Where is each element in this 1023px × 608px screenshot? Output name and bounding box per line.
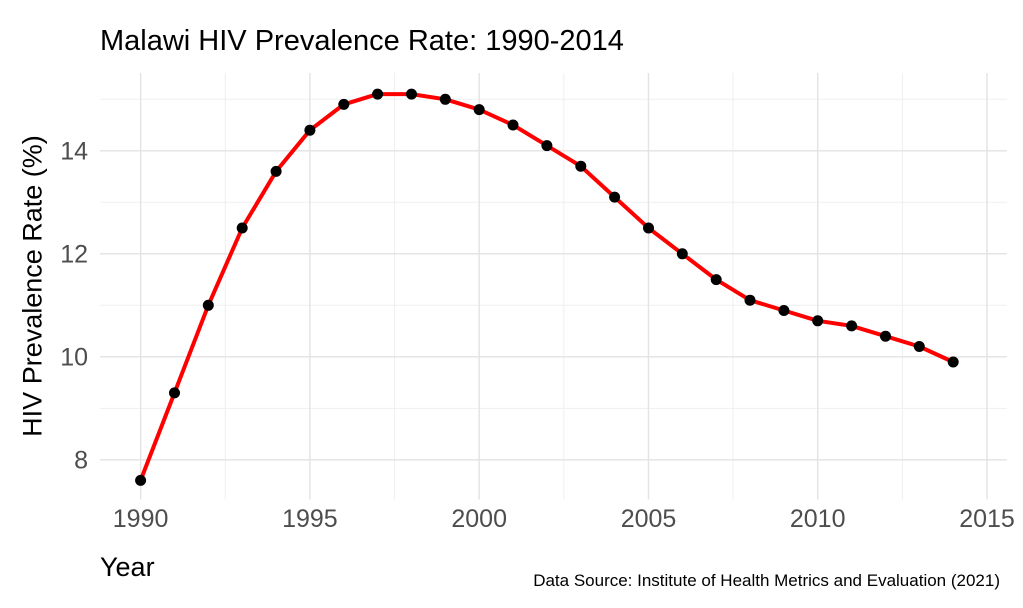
x-tick-label: 2010 [790,505,846,533]
data-point [473,104,485,116]
data-source-caption: Data Source: Institute of Health Metrics… [533,571,1000,590]
prevalence-line [138,92,956,483]
x-tick-label: 1995 [282,505,338,533]
data-point [338,98,350,110]
data-point [169,387,180,399]
data-point [575,160,587,172]
data-point [744,294,756,306]
data-point [947,356,959,368]
data-point [913,341,925,352]
x-axis-title: Year [100,552,155,582]
data-point [202,299,214,311]
y-tick-label: 10 [60,344,88,372]
data-point [439,93,451,105]
data-point [135,474,147,486]
y-axis-title: HIV Prevalence Rate (%) [17,135,48,437]
x-tick-label: 2015 [959,505,1015,533]
data-point [778,305,790,316]
data-point [372,88,384,100]
data-point [541,140,553,152]
data-point [406,88,417,100]
data-point [846,320,858,332]
data-point [270,165,282,177]
data-point [676,248,688,260]
data-point [236,222,248,234]
y-tick-label: 12 [60,241,88,269]
y-tick-label: 8 [74,447,88,475]
data-point [812,315,824,327]
chart-title: Malawi HIV Prevalence Rate: 1990-2014 [100,25,624,57]
y-tick-label: 14 [60,138,88,166]
x-tick-label: 2000 [451,505,507,533]
data-point [643,222,654,234]
data-point [609,191,621,203]
x-tick-label: 2005 [621,505,677,533]
data-point [304,124,316,136]
data-point [880,330,891,342]
data-point [507,119,519,131]
x-tick-label: 1990 [113,505,169,533]
data-point [710,274,722,286]
